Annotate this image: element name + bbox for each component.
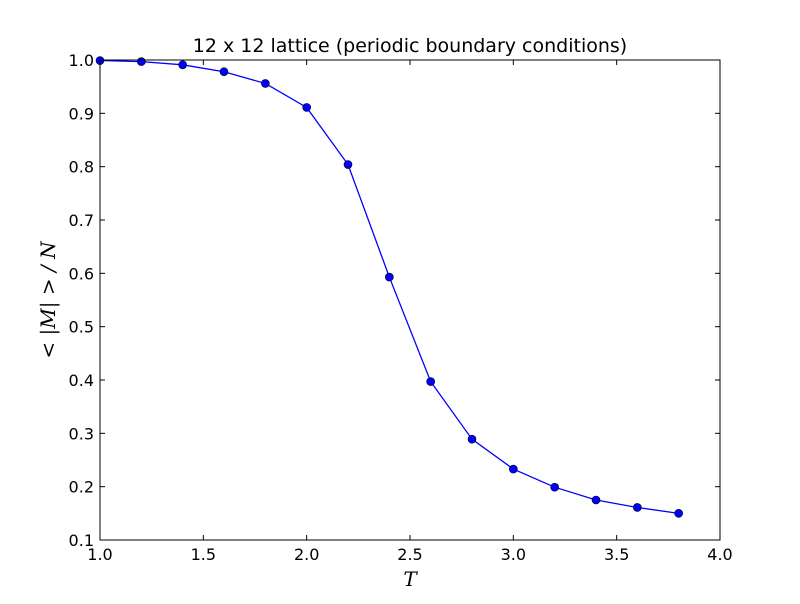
y-axis-label: < |M| > / N (36, 240, 61, 359)
y-tick-label: 0.7 (69, 211, 94, 230)
data-point (302, 103, 311, 112)
data-point (550, 482, 559, 492)
y-tick-label: 0.3 (69, 424, 94, 443)
x-axis-label: T (403, 567, 418, 591)
data-point (137, 57, 146, 66)
y-axis-ticks: 0.1 0.2 0.3 0.4 0.5 0.6 0.7 0.8 0.9 1.0 (69, 51, 720, 550)
x-tick-label: 2.0 (294, 545, 319, 564)
data-point (674, 509, 683, 518)
y-tick-label: 0.5 (69, 318, 94, 337)
data-point (385, 272, 394, 282)
plot-frame (99, 59, 721, 541)
y-tick-label: 0.4 (69, 371, 94, 390)
data-point (633, 503, 642, 512)
data-point (509, 464, 518, 474)
y-tick-label: 0.2 (69, 478, 94, 497)
data-point (591, 495, 601, 505)
data-point (178, 60, 187, 70)
x-tick-label: 4.0 (707, 545, 732, 564)
x-tick-label: 1.0 (87, 545, 112, 564)
series-layer (95, 56, 683, 518)
data-point (343, 160, 353, 169)
y-tick-label: 1.0 (69, 51, 94, 70)
data-point (426, 377, 435, 386)
data-point (467, 434, 477, 444)
y-tick-label: 0.9 (69, 104, 94, 123)
x-tick-label: 3.5 (604, 545, 629, 564)
data-point (219, 67, 229, 77)
plot-area-background (100, 60, 720, 540)
y-tick-label: 0.8 (69, 158, 94, 177)
x-tick-label: 3.0 (501, 545, 526, 564)
y-tick-label: 0.1 (69, 531, 94, 550)
data-point (261, 79, 270, 88)
x-tick-label: 1.5 (191, 545, 216, 564)
y-tick-label: 0.6 (69, 264, 94, 283)
chart-title: 12 x 12 lattice (periodic boundary condi… (193, 35, 627, 57)
x-tick-label: 2.5 (397, 545, 422, 564)
